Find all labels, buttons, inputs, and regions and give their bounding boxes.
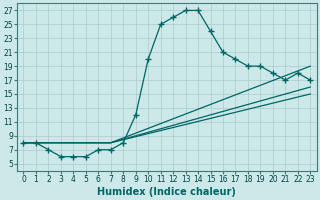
- X-axis label: Humidex (Indice chaleur): Humidex (Indice chaleur): [98, 187, 236, 197]
